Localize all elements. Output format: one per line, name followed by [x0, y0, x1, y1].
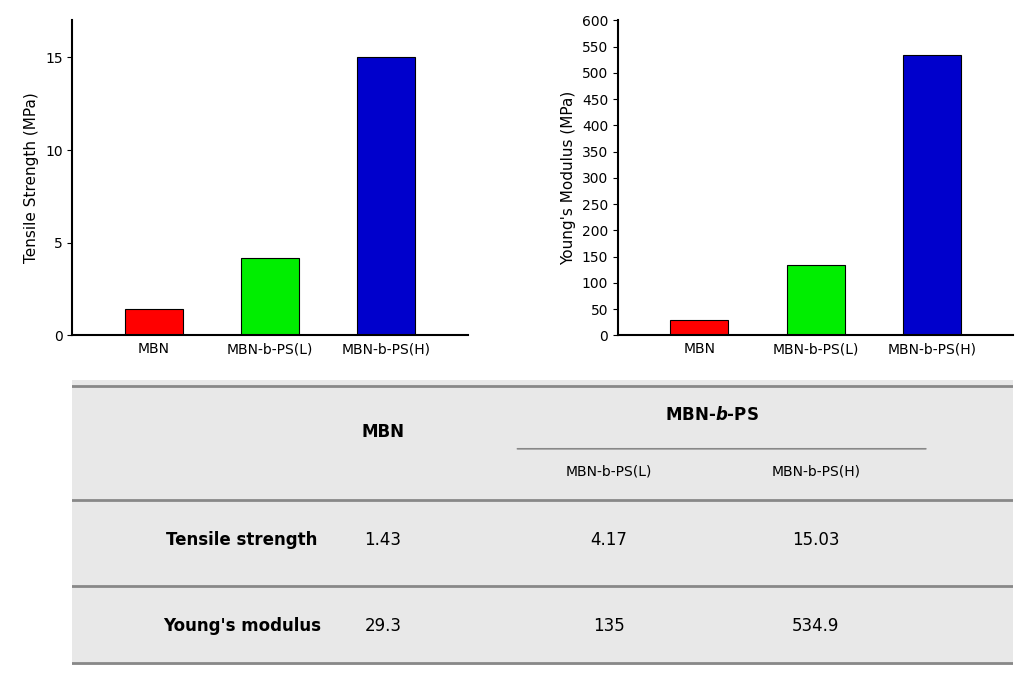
Text: 29.3: 29.3	[364, 617, 401, 634]
Y-axis label: Tensile Strength (MPa): Tensile Strength (MPa)	[25, 92, 39, 263]
Text: 534.9: 534.9	[792, 617, 840, 634]
Text: MBN-b-PS(L): MBN-b-PS(L)	[566, 464, 651, 479]
Text: 4.17: 4.17	[590, 531, 628, 549]
Bar	[787, 265, 845, 335]
Text: MBN-b-PS(H): MBN-b-PS(H)	[771, 464, 860, 479]
Bar	[670, 320, 728, 335]
Bar	[241, 258, 299, 335]
Text: 15.03: 15.03	[792, 531, 840, 549]
Bar	[903, 54, 961, 335]
Text: Tensile strength: Tensile strength	[166, 531, 317, 549]
Text: MBN-$\bfit{b}$-PS: MBN-$\bfit{b}$-PS	[665, 405, 759, 424]
Text: 1.43: 1.43	[364, 531, 401, 549]
Text: Young's modulus: Young's modulus	[162, 617, 321, 634]
Bar	[358, 57, 416, 335]
Y-axis label: Young's Modulus (MPa): Young's Modulus (MPa)	[561, 91, 576, 265]
Text: MBN: MBN	[362, 423, 404, 441]
Text: 135: 135	[592, 617, 625, 634]
Bar	[125, 309, 183, 335]
FancyBboxPatch shape	[72, 380, 1013, 665]
